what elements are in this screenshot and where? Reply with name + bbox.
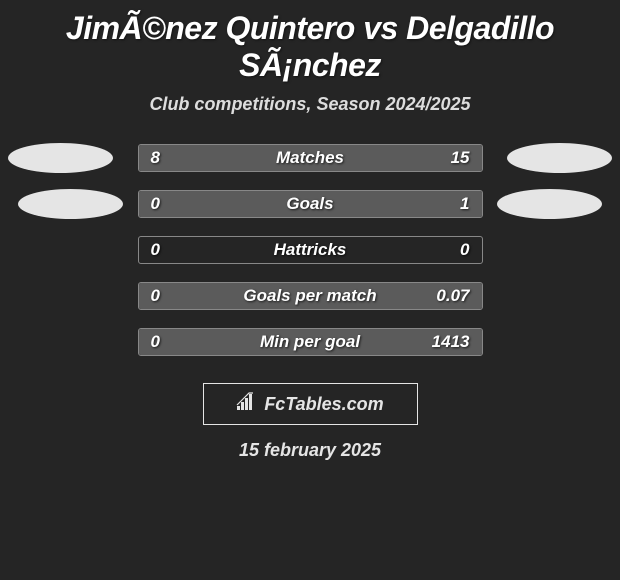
stat-row: 0Goals per match0.07 — [0, 273, 620, 319]
date-text: 15 february 2025 — [0, 425, 620, 476]
stat-value-right: 0.07 — [436, 286, 469, 306]
player-ellipse-right — [507, 143, 612, 173]
stat-label: Goals — [139, 194, 482, 214]
player-ellipse-left — [18, 189, 123, 219]
stat-label: Matches — [139, 148, 482, 168]
stat-row: 0Goals1 — [0, 181, 620, 227]
comparison-container: JimÃ©nez Quintero vs Delgadillo SÃ¡nchez… — [0, 0, 620, 476]
stat-value-right: 1413 — [432, 332, 470, 352]
player-ellipse-left — [8, 143, 113, 173]
chart-icon — [236, 392, 258, 417]
stats-area: 8Matches150Goals10Hattricks00Goals per m… — [0, 135, 620, 365]
stat-bar: 0Min per goal1413 — [138, 328, 483, 356]
stat-label: Hattricks — [139, 240, 482, 260]
stat-row: 0Hattricks0 — [0, 227, 620, 273]
stat-value-right: 1 — [460, 194, 469, 214]
stat-value-right: 15 — [451, 148, 470, 168]
stat-value-right: 0 — [460, 240, 469, 260]
player-ellipse-right — [497, 189, 602, 219]
stat-bar: 0Hattricks0 — [138, 236, 483, 264]
stat-bar: 8Matches15 — [138, 144, 483, 172]
stat-row: 0Min per goal1413 — [0, 319, 620, 365]
stat-bar: 0Goals1 — [138, 190, 483, 218]
subtitle: Club competitions, Season 2024/2025 — [0, 89, 620, 135]
stat-label: Goals per match — [139, 286, 482, 306]
stat-bar: 0Goals per match0.07 — [138, 282, 483, 310]
logo-text: FcTables.com — [264, 394, 383, 415]
page-title: JimÃ©nez Quintero vs Delgadillo SÃ¡nchez — [0, 0, 620, 89]
stat-label: Min per goal — [139, 332, 482, 352]
stat-row: 8Matches15 — [0, 135, 620, 181]
logo-box[interactable]: FcTables.com — [203, 383, 418, 425]
